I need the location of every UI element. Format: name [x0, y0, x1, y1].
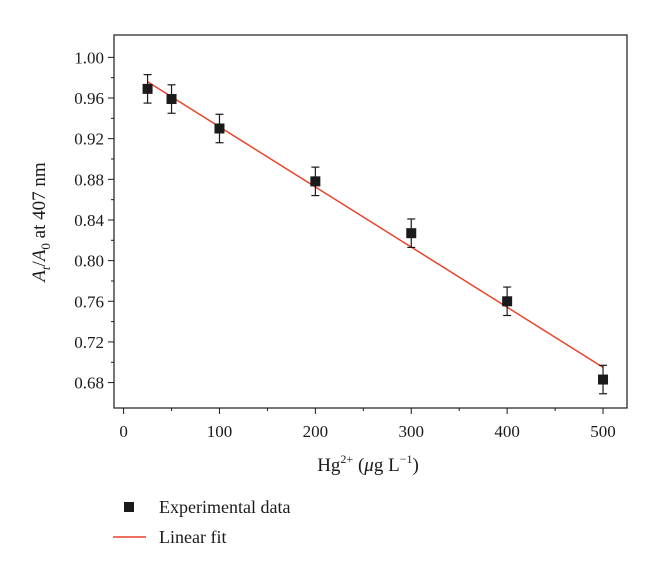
data-point [406, 228, 417, 239]
plot-frame [113, 34, 628, 409]
axes [113, 34, 628, 409]
legend-label-experimental: Experimental data [159, 497, 290, 517]
x-ticks: 0 100 200 300 400 500 [119, 408, 616, 441]
x-tick-label: 100 [207, 422, 233, 441]
y-tick-label: 0.92 [74, 130, 104, 149]
y-ticks: 0.68 0.72 0.76 0.80 0.84 0.88 0.92 0.96 1.00 [74, 48, 114, 393]
y-tick-label: 0.68 [74, 374, 104, 393]
y-tick-label: 0.88 [74, 170, 104, 189]
x-tick-label: 500 [590, 422, 616, 441]
series-layer [142, 74, 609, 395]
y-axis-title: At/A0 at 407 nm [29, 162, 53, 284]
y-tick-label: 0.72 [74, 333, 104, 352]
x-tick-label: 200 [303, 422, 329, 441]
data-point [310, 176, 321, 187]
legend-item-experimental: Experimental data [124, 497, 290, 517]
y-tick-label: 1.00 [74, 48, 104, 67]
x-tick-label: 400 [494, 422, 520, 441]
x-axis-title: Hg2+ (μg L−1) [317, 452, 419, 476]
x-tick-label: 0 [119, 422, 128, 441]
y-tick-label: 0.84 [74, 211, 104, 230]
data-point [166, 94, 177, 105]
data-point [598, 374, 609, 385]
legend-item-linear-fit: Linear fit [113, 527, 226, 547]
y-tick-label: 0.76 [74, 292, 104, 311]
y-tick-label: 0.96 [74, 89, 104, 108]
data-point [214, 123, 225, 134]
x-tick-label: 300 [399, 422, 425, 441]
legend-square-marker [124, 502, 134, 512]
data-point [142, 83, 153, 94]
y-tick-label: 0.80 [74, 252, 104, 271]
legend: Experimental data Linear fit [113, 497, 290, 547]
legend-label-linear-fit: Linear fit [159, 527, 226, 547]
data-point [502, 296, 513, 307]
